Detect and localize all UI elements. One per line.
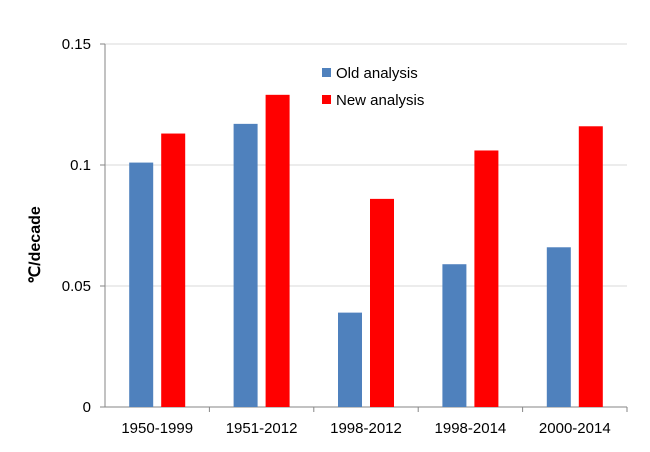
y-axis-title: ℃/decade (27, 206, 44, 284)
x-tick-label: 1998-2014 (435, 420, 507, 437)
y-tick-label: 0 (83, 399, 91, 416)
x-tick-labels: 1950-1999 1951-2012 1998-2012 1998-2014 2000… (121, 420, 610, 437)
legend-label: Old analysis (336, 65, 418, 82)
y-tick-labels: 0 0.05 0.1 0.15 (62, 36, 91, 416)
y-tick-label: 0.05 (62, 278, 91, 295)
bar-old-analysis-2000-2014 (546, 247, 571, 407)
legend-swatch (322, 68, 331, 77)
bar-old-analysis-1950-1999 (129, 162, 154, 407)
bar-new-analysis-1998-2014 (474, 150, 499, 408)
bar-new-analysis-1998-2012 (370, 198, 394, 407)
y-tick-label: 0.15 (62, 36, 91, 53)
legend-swatch (322, 95, 331, 104)
x-tick-label: 1950-1999 (121, 420, 193, 437)
bar-new-analysis-2000-2014 (578, 126, 603, 407)
legend: Old analysis New analysis (322, 65, 424, 109)
x-tick-label: 1951-2012 (226, 420, 298, 437)
bar-new-analysis-1950-1999 (161, 133, 186, 408)
axes (100, 43, 628, 412)
bars (129, 94, 603, 408)
bar-old-analysis-1998-2012 (338, 312, 362, 407)
bar-old-analysis-1951-2012 (233, 123, 258, 408)
legend-label: New analysis (336, 92, 424, 109)
gridlines (105, 43, 627, 287)
y-tick-label: 0.1 (70, 157, 91, 174)
bar-old-analysis-1998-2014 (442, 264, 467, 407)
x-tick-label: 2000-2014 (539, 420, 611, 437)
bar-new-analysis-1951-2012 (265, 94, 290, 407)
x-tick-label: 1998-2012 (330, 420, 402, 437)
